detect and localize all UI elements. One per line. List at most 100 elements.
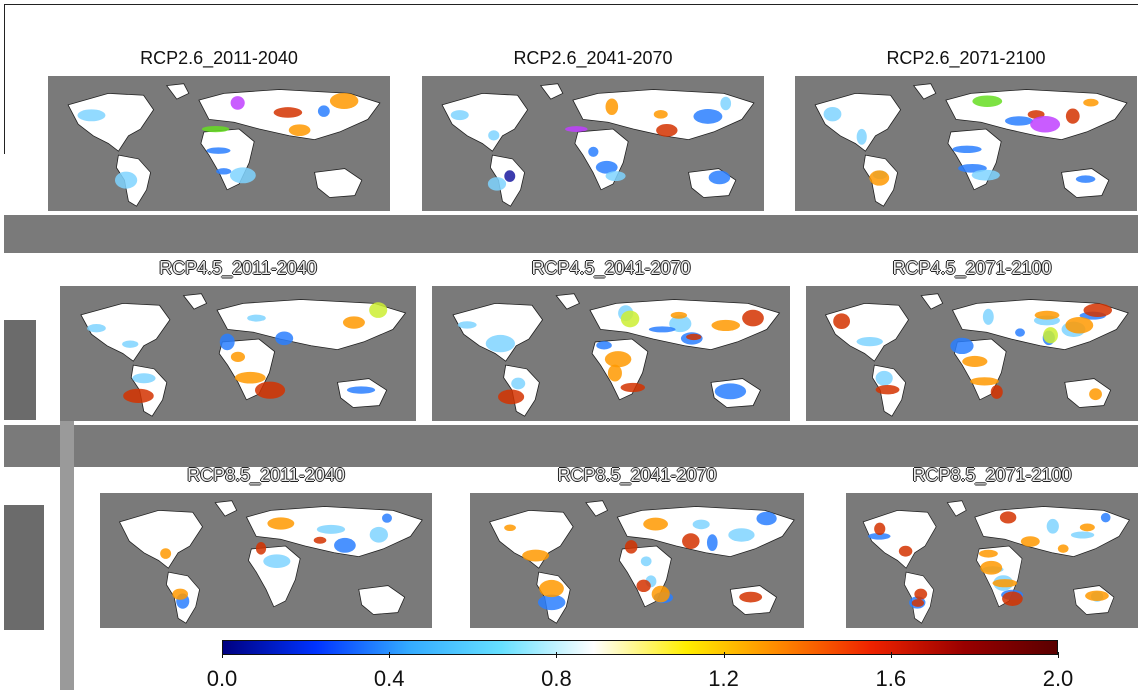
anomaly-region <box>504 170 516 182</box>
anomaly-region <box>316 524 346 534</box>
anomaly-region <box>874 522 886 536</box>
continent-shape <box>1061 168 1110 198</box>
anomaly-region <box>605 98 619 115</box>
colorbar <box>222 640 1058 655</box>
anomaly-region <box>952 145 982 154</box>
anomaly-region <box>720 96 732 111</box>
anomaly-region <box>1043 327 1058 344</box>
colorbar-tick-mark <box>890 652 892 658</box>
anomaly-region <box>123 388 154 403</box>
anomaly-region <box>1075 175 1096 183</box>
anomaly-region <box>990 385 1003 399</box>
anomaly-region <box>656 123 678 137</box>
world-map <box>432 286 790 421</box>
colorbar-tick-label: 0.4 <box>373 666 405 691</box>
anomaly-region <box>1046 518 1059 534</box>
map-panel: RCP8.5_2041-2070 <box>470 465 804 660</box>
anomaly-region <box>669 315 692 333</box>
anomaly-region <box>728 528 755 542</box>
anomaly-region <box>875 384 900 395</box>
anomaly-region <box>114 171 138 189</box>
world-map-svg <box>48 76 390 211</box>
anomaly-region <box>1030 115 1061 133</box>
anomaly-region <box>856 336 883 347</box>
anomaly-region <box>711 319 741 331</box>
colorbar-tick-mark <box>723 652 725 658</box>
anomaly-region <box>1083 303 1113 318</box>
anomaly-region <box>911 599 925 607</box>
map-panel: RCP4.5_2011-2040 <box>60 258 416 453</box>
anomaly-region <box>914 588 928 600</box>
anomaly-region <box>875 370 893 386</box>
anomaly-region <box>708 170 731 185</box>
anomaly-region <box>756 511 777 526</box>
anomaly-region <box>537 594 566 611</box>
anomaly-region <box>648 326 676 333</box>
continent-shape <box>214 500 238 517</box>
panel-title: RCP8.5_2041-2070 <box>557 465 717 485</box>
anomaly-region <box>588 146 599 157</box>
anomaly-region <box>686 333 702 341</box>
anomaly-region <box>87 324 106 333</box>
anomaly-region <box>313 536 327 544</box>
continent-shape <box>358 585 406 615</box>
anomaly-region <box>1034 310 1060 320</box>
panel-title: RCP4.5_2071-2100 <box>892 258 1052 278</box>
anomaly-region <box>1005 116 1034 126</box>
anomaly-region <box>607 364 622 382</box>
anomaly-region <box>978 549 998 558</box>
anomaly-region <box>604 351 632 368</box>
panel-title: RCP8.5_2011-2040 <box>187 465 345 485</box>
anomaly-region <box>620 382 646 393</box>
anomaly-region <box>693 109 723 124</box>
anomaly-region <box>1002 591 1023 606</box>
panel-title: RCP2.6_2071-2100 <box>886 48 1046 68</box>
world-map-svg <box>422 76 764 211</box>
anomaly-region <box>1057 544 1069 553</box>
anomaly-region <box>234 371 266 384</box>
colorbar-tick-mark <box>389 652 391 658</box>
continent-shape <box>585 500 609 517</box>
anomaly-region <box>122 340 139 348</box>
colorbar-tick-mark <box>222 652 223 658</box>
anomaly-region <box>219 333 235 351</box>
continent-shape <box>503 364 540 417</box>
anomaly-region <box>522 549 550 562</box>
anomaly-region <box>485 334 515 353</box>
anomaly-region <box>247 314 266 322</box>
anomaly-region <box>329 92 359 109</box>
anomaly-region <box>869 170 890 186</box>
map-panel: RCP4.5_2071-2100 <box>806 258 1138 453</box>
anomaly-region <box>457 321 477 329</box>
anomaly-region <box>972 95 1003 107</box>
anomaly-region <box>369 302 388 318</box>
anomaly-region <box>1100 512 1111 523</box>
anomaly-region <box>624 540 638 554</box>
panel-title: RCP2.6_2041-2070 <box>513 48 673 68</box>
anomaly-region <box>1079 523 1095 532</box>
anomaly-region <box>160 548 172 559</box>
anomaly-region <box>596 341 612 350</box>
world-map-svg <box>806 286 1138 421</box>
colorbar-tick-label: 1.6 <box>875 666 907 691</box>
anomaly-region <box>504 524 516 532</box>
anomaly-region <box>971 169 1000 181</box>
world-map <box>806 286 1138 421</box>
world-map-svg <box>846 493 1138 628</box>
anomaly-region <box>706 534 718 552</box>
anomaly-region <box>1089 388 1102 401</box>
anomaly-region <box>334 537 356 553</box>
anomaly-region <box>172 588 189 600</box>
continent-shape <box>165 83 190 100</box>
anomaly-region <box>1085 590 1109 601</box>
gray-band-row1 <box>4 215 1138 253</box>
continent-shape <box>452 302 544 362</box>
continent-shape <box>555 293 580 310</box>
left-sliver <box>4 320 36 420</box>
anomaly-region <box>488 130 500 141</box>
world-map <box>100 493 432 628</box>
continent-shape <box>314 168 363 198</box>
anomaly-region <box>1015 328 1025 337</box>
continent-shape <box>441 92 529 152</box>
anomaly-region <box>823 106 842 122</box>
